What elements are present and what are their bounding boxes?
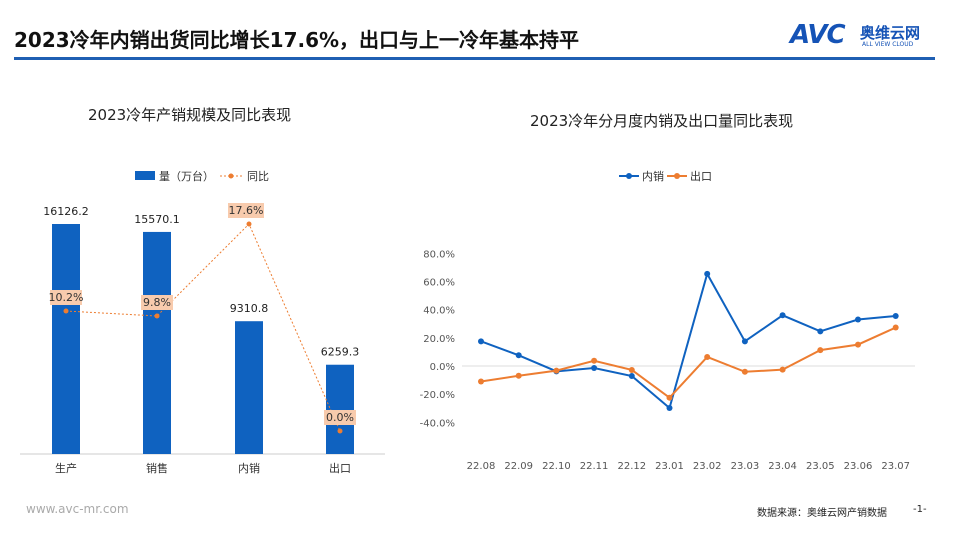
data-point [741,368,748,375]
data-point [515,372,522,379]
yoy-point [63,308,69,314]
yoy-label: 17.6% [229,204,264,217]
header-rule [14,57,935,60]
x-tick-label: 内销 [238,461,260,475]
x-tick-label: 22.12 [617,461,646,472]
x-tick-label: 销售 [146,461,168,475]
bar-label: 9310.8 [230,302,269,315]
yoy-point [154,313,160,319]
data-point [855,341,861,348]
data-point [478,378,484,385]
y-tick-label: 0.0% [430,362,455,373]
website: www.avc-mr.com [26,502,129,516]
data-point [478,338,484,345]
yoy-label-bg [141,295,173,310]
data-point [892,324,899,331]
x-tick-label: 23.04 [768,461,797,472]
x-tick-label: 23.07 [881,461,910,472]
yoy-point [246,221,252,227]
legend-label: 内销 [642,169,664,183]
x-tick-label: 22.08 [467,461,496,472]
legend-line-marker [228,173,234,179]
bar [235,321,263,454]
yoy-point [337,428,343,434]
yoy-label: 0.0% [326,411,354,424]
x-tick-label: 生产 [55,461,77,475]
series-line-1 [480,326,897,400]
data-point [817,347,824,354]
bar-label: 15570.1 [134,213,180,226]
data-source: 数据来源：奥维云网产销数据 [757,508,887,519]
x-tick-label: 23.03 [731,461,760,472]
legend-line-label: 同比 [247,170,269,183]
logo-en: ALL VIEW CLOUD [862,41,914,48]
data-point [553,367,560,374]
x-tick-label: 23.02 [693,461,722,472]
data-point [741,338,748,345]
data-point [628,366,635,373]
y-tick-label: 60.0% [423,278,455,289]
logo-mark: AVC [790,20,846,50]
series-line-0 [480,271,896,410]
bar-label: 6259.3 [321,346,360,359]
data-point [553,368,560,375]
y-tick-label: -40.0% [420,418,455,429]
x-tick-label: 22.11 [580,461,609,472]
y-tick-label: -20.0% [420,390,455,401]
page-title: 2023冷年内销出货同比增长17.6%，出口与上一冷年基本持平 [14,28,580,52]
legend-label: 出口 [690,169,712,183]
data-point [515,352,522,359]
data-point [591,364,598,371]
right-chart-title: 2023冷年分月度内销及出口量同比表现 [530,112,794,130]
bar [52,224,80,454]
data-point [591,357,598,364]
page-number: -1- [913,504,927,515]
logo: AVC 奥维云网 ALL VIEW CLOUD [790,20,940,52]
x-tick-label: 23.01 [655,461,684,472]
data-point [892,313,899,320]
y-tick-label: 40.0% [423,306,455,317]
yoy-label-bg [324,410,356,425]
logo-cn: 奥维云网 [860,24,921,42]
x-tick-label: 23.05 [806,461,835,472]
x-tick-label: 22.09 [504,461,533,472]
data-point [666,404,673,411]
legend-marker [674,173,680,179]
yoy-label-bg [228,203,264,218]
legend-marker [626,173,632,179]
data-point [779,366,786,373]
data-point [855,316,861,323]
data-point [666,394,673,401]
yoy-label: 10.2% [49,291,84,304]
yoy-label: 9.8% [143,296,171,309]
bar [326,364,354,454]
yoy-label-bg [50,290,82,305]
y-tick-label: 80.0% [423,249,455,260]
y-tick-label: 20.0% [423,334,455,345]
data-point [704,353,711,360]
bar [143,231,171,454]
data-point [704,270,711,277]
yoy-line [65,223,341,432]
x-tick-label: 22.10 [542,461,571,472]
bar-label: 16126.2 [43,205,89,218]
x-tick-label: 23.06 [844,461,873,472]
data-point [628,372,635,379]
data-point [779,312,786,319]
legend-bar-label: 量（万台） [159,169,214,183]
data-point [817,328,824,335]
left-chart-title: 2023冷年产销规模及同比表现 [88,106,292,124]
x-tick-label: 出口 [329,461,351,475]
legend-bar-swatch [135,171,155,180]
